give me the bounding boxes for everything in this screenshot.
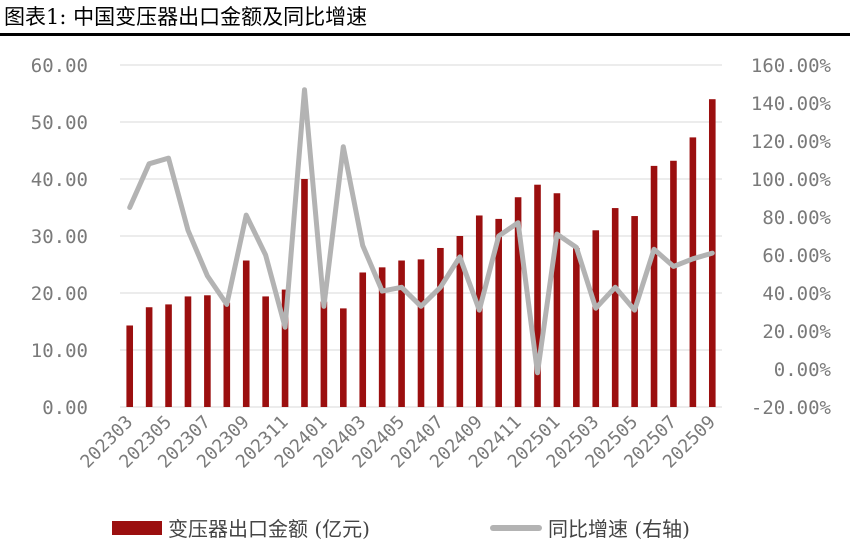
left-axis-ticks: 0.00 10.00 20.00 30.00 40.00 50.00 60.00: [31, 55, 88, 419]
bar: [184, 296, 192, 407]
right-axis-tick-label: 80.00%: [762, 207, 831, 229]
figure-title: 图表1: 中国变压器出口金额及同比增速: [4, 5, 368, 29]
bar: [670, 160, 677, 407]
right-axis-tick-label: 60.00%: [762, 245, 831, 267]
bar: [592, 230, 600, 407]
left-axis-tick-label: 30.00: [31, 226, 88, 248]
right-axis-tick-label: -20.00%: [751, 397, 832, 419]
left-axis-tick-label: 50.00: [31, 112, 88, 134]
bar: [320, 301, 328, 407]
left-axis-tick-label: 0.00: [42, 397, 88, 419]
right-axis-tick-label: 100.00%: [751, 169, 832, 191]
left-axis-tick-label: 60.00: [31, 55, 88, 77]
bar-series: [126, 99, 716, 407]
legend-label-bar: 变压器出口金额 (亿元): [168, 517, 370, 541]
right-axis-tick-label: 120.00%: [751, 131, 832, 153]
legend-label-line: 同比增速 (右轴): [548, 517, 690, 541]
right-axis-tick-label: 160.00%: [751, 55, 832, 77]
bar: [689, 137, 697, 407]
right-axis-tick-label: 40.00%: [762, 283, 831, 305]
bar: [437, 247, 444, 407]
bar: [223, 302, 231, 407]
bar: [281, 289, 289, 407]
bar: [534, 184, 541, 407]
bar: [165, 304, 172, 407]
legend-item-bar: 变压器出口金额 (亿元): [112, 513, 370, 542]
bar: [378, 267, 386, 407]
legend-item-line: 同比增速 (右轴): [490, 513, 690, 542]
chart-area: 0.00 10.00 20.00 30.00 40.00 50.00 60.00 -20.0…: [31, 55, 832, 473]
bar: [417, 259, 425, 407]
legend-swatch-bar: [112, 520, 162, 535]
title-divider: [0, 33, 850, 36]
bar: [242, 260, 250, 407]
right-axis-tick-label: 0.00%: [774, 359, 832, 381]
right-axis-ticks: -20.00% 0.00% 20.00% 40.00% 60.00% 80.00% 100.…: [751, 55, 832, 419]
bar: [456, 236, 464, 407]
left-axis-tick-label: 20.00: [31, 283, 88, 305]
bar: [204, 295, 211, 407]
bar: [650, 165, 658, 407]
line-series: [127, 87, 715, 376]
left-axis-tick-label: 40.00: [31, 169, 88, 191]
bar: [340, 308, 347, 407]
legend-swatch-line: [490, 524, 542, 531]
legend: 变压器出口金额 (亿元) 同比增速 (右轴): [0, 508, 850, 545]
growth-line: [127, 87, 715, 376]
right-axis-tick-label: 20.00%: [762, 321, 831, 343]
x-axis-ticks: 2023032023052023072023092023112024012024…: [76, 412, 719, 473]
bar: [145, 307, 153, 407]
bar: [514, 197, 522, 407]
bar: [553, 193, 561, 407]
left-axis-tick-label: 10.00: [31, 340, 88, 362]
bar: [262, 296, 269, 407]
bar: [398, 260, 405, 407]
bar: [611, 208, 619, 407]
bar: [301, 179, 308, 407]
bar: [495, 218, 502, 407]
bar: [573, 247, 580, 407]
bar: [359, 272, 367, 407]
right-axis-tick-label: 140.00%: [751, 93, 832, 115]
bar: [126, 325, 134, 407]
